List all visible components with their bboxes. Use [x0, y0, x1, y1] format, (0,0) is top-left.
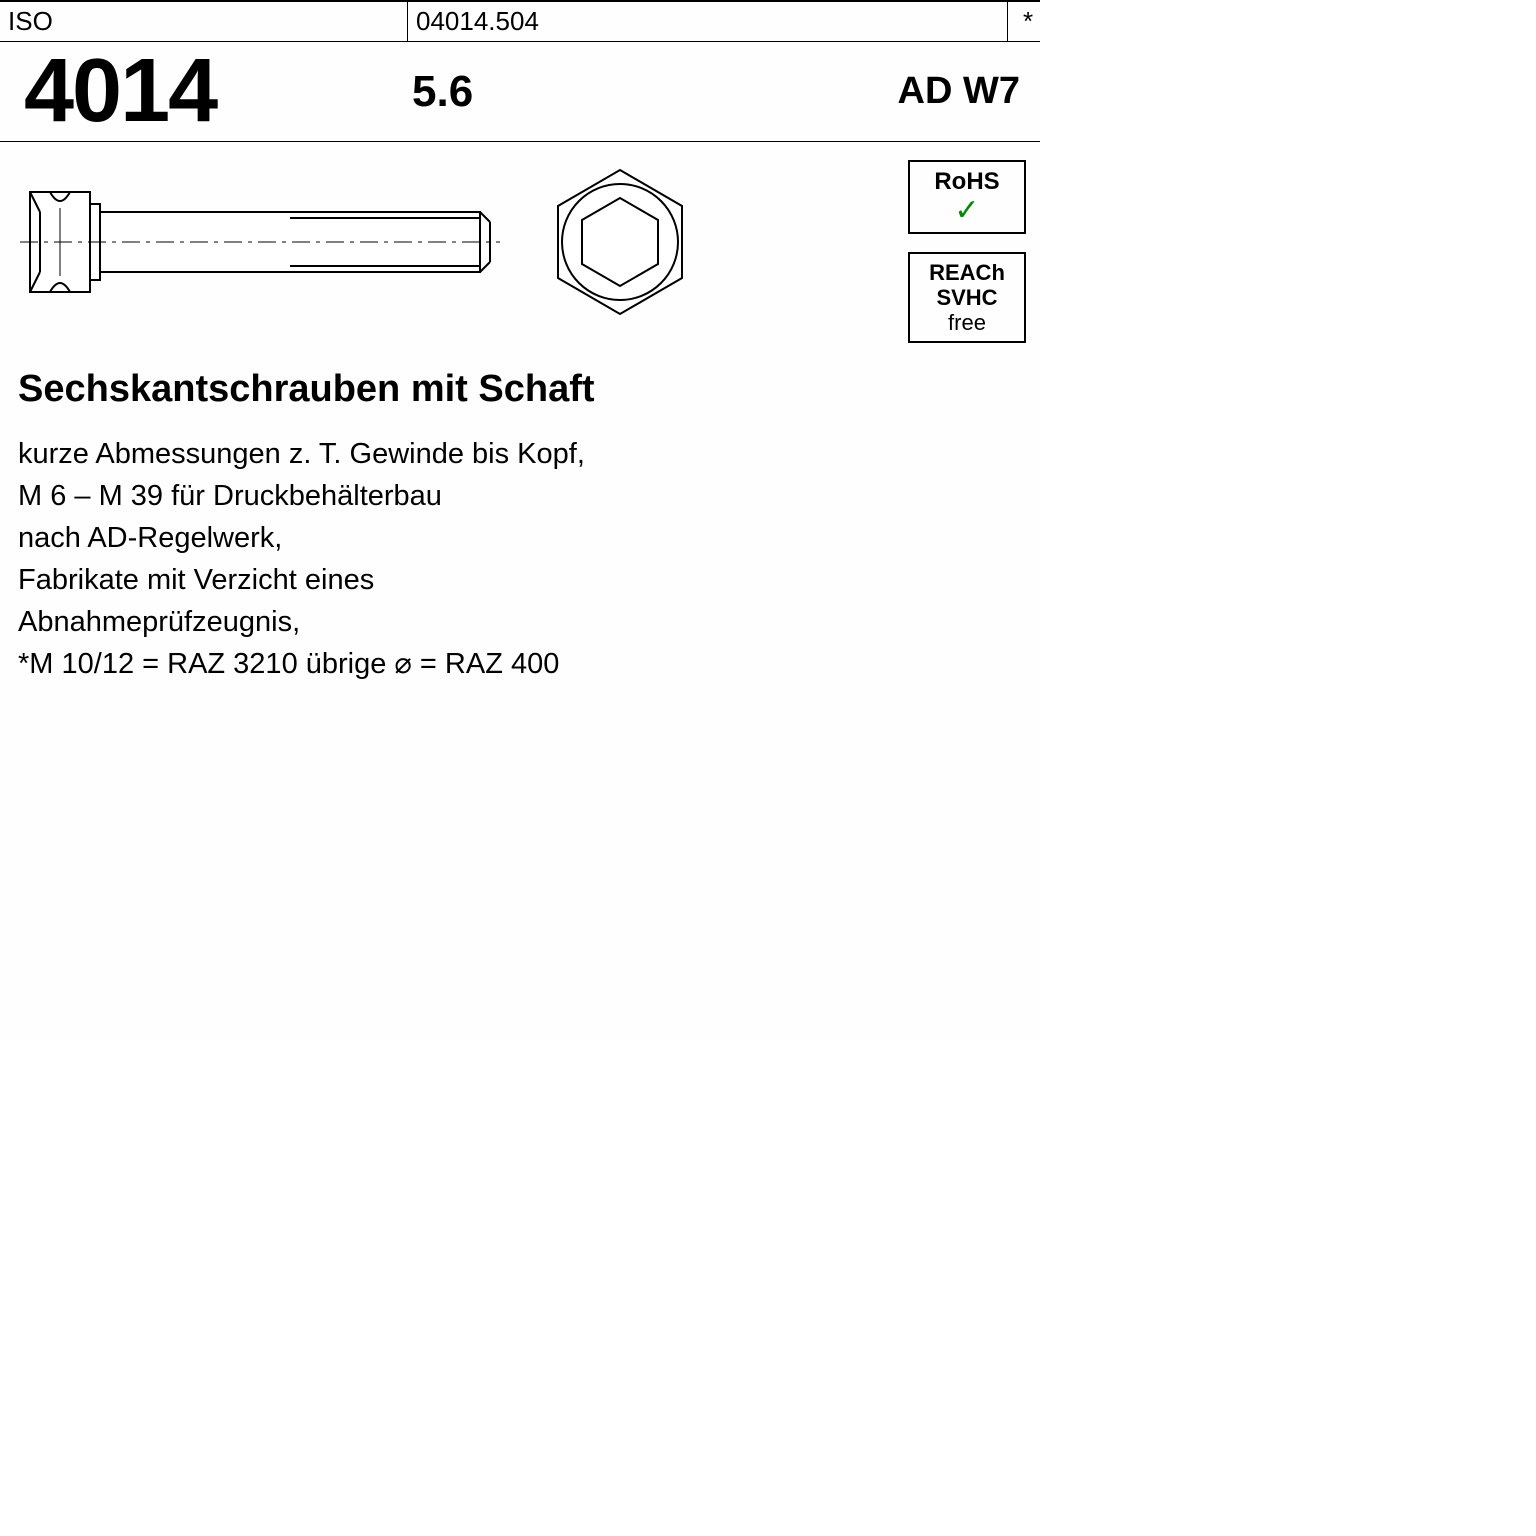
- body-line-0: kurze Abmessungen z. T. Gewinde bis Kopf…: [18, 438, 585, 470]
- datasheet-page: ISO 04014.504 * 4014 5.6 AD W7: [0, 0, 1040, 1040]
- product-title: Sechskantschrauben mit Schaft: [18, 368, 860, 411]
- spec-label: AD W7: [860, 70, 1040, 113]
- rohs-label: RoHS: [914, 168, 1020, 196]
- header-code: 04014.504: [408, 2, 1008, 41]
- description-body: kurze Abmessungen z. T. Gewinde bis Kopf…: [18, 433, 860, 685]
- compliance-badges: RoHS ✓ REACh SVHC free: [908, 160, 1026, 343]
- reach-line1: REACh: [914, 260, 1020, 285]
- standard-number: 4014: [0, 40, 408, 143]
- header-standard-label: ISO: [0, 2, 408, 41]
- description-block: Sechskantschrauben mit Schaft kurze Abme…: [0, 332, 1040, 685]
- body-line-4: Abnahmeprüfzeugnis,: [18, 606, 300, 638]
- check-icon: ✓: [914, 196, 1020, 226]
- strength-class: 5.6: [408, 67, 860, 117]
- header-row: ISO 04014.504 *: [0, 0, 1040, 42]
- title-row: 4014 5.6 AD W7: [0, 42, 1040, 142]
- rohs-badge: RoHS ✓: [908, 160, 1026, 234]
- reach-line2: SVHC: [914, 285, 1020, 310]
- bolt-side-view-icon: [20, 172, 500, 312]
- reach-line3: free: [914, 310, 1020, 335]
- diagram-area: RoHS ✓ REACh SVHC free: [0, 142, 1040, 332]
- body-line-2: nach AD-Regelwerk,: [18, 522, 282, 554]
- body-line-5: *M 10/12 = RAZ 3210 übrige ⌀ = RAZ 400: [18, 648, 559, 680]
- reach-badge: REACh SVHC free: [908, 252, 1026, 344]
- header-star: *: [1008, 2, 1040, 41]
- bolt-front-hex-icon: [540, 162, 700, 322]
- body-line-3: Fabrikate mit Verzicht eines: [18, 564, 374, 596]
- body-line-1: M 6 – M 39 für Druckbehälterbau: [18, 480, 442, 512]
